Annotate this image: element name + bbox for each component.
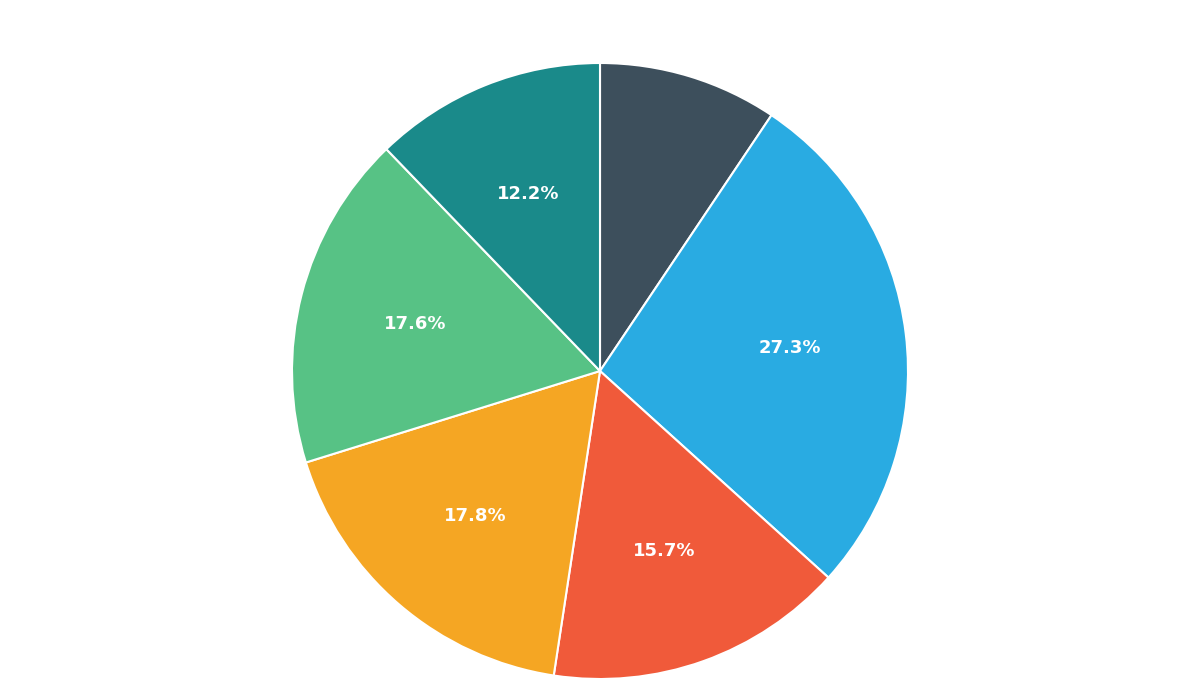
Text: 17.6%: 17.6% (384, 314, 446, 332)
Wedge shape (600, 116, 908, 578)
Wedge shape (306, 371, 600, 676)
Wedge shape (292, 149, 600, 463)
Text: 17.8%: 17.8% (444, 507, 506, 525)
Wedge shape (600, 63, 772, 371)
Text: 12.2%: 12.2% (497, 185, 560, 203)
Wedge shape (553, 371, 828, 679)
Wedge shape (386, 63, 600, 371)
Text: 15.7%: 15.7% (632, 542, 695, 560)
Text: 27.3%: 27.3% (758, 339, 821, 357)
